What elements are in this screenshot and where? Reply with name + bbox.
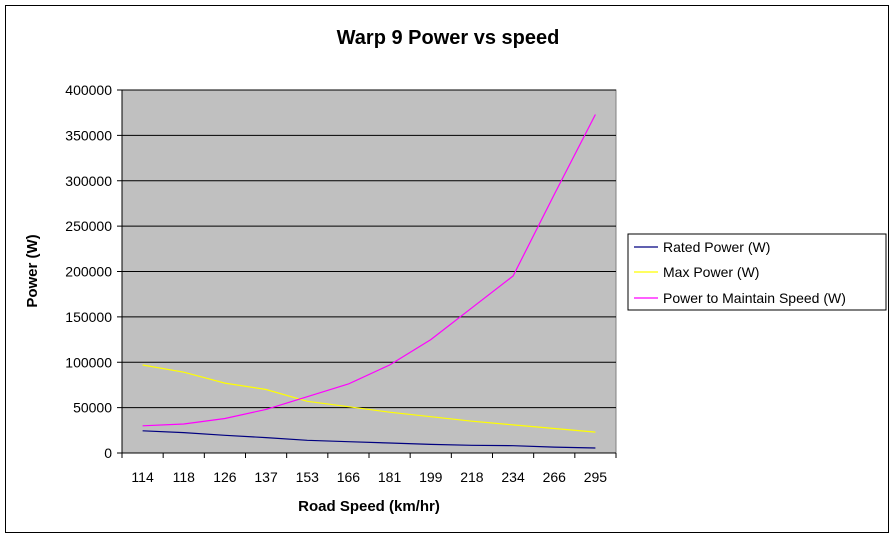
legend-label: Max Power (W)	[663, 264, 759, 280]
chart-title: Warp 9 Power vs speed	[337, 27, 560, 49]
legend-label: Power to Maintain Speed (W)	[663, 290, 846, 306]
x-tick-label: 181	[378, 469, 402, 485]
x-tick-label: 234	[501, 469, 525, 485]
y-axis: 0 50000 100000 150000 200000 250000 300000 3500…	[65, 82, 123, 461]
x-tick-label: 295	[584, 469, 608, 485]
y-tick-label: 300000	[65, 173, 112, 189]
legend: Rated Power (W) Max Power (W) Power to Mai…	[627, 233, 887, 311]
x-axis-label: Road Speed (km/hr)	[298, 498, 440, 515]
x-tick-label: 218	[460, 469, 484, 485]
y-tick-label: 350000	[65, 127, 112, 143]
y-tick-label: 50000	[73, 400, 112, 416]
y-tick-label: 250000	[65, 218, 112, 234]
x-tick-label: 153	[296, 469, 320, 485]
y-tick-label: 0	[104, 445, 112, 461]
x-tick-label: 114	[131, 469, 154, 485]
y-tick-label: 150000	[65, 309, 112, 325]
legend-box	[627, 233, 887, 311]
x-tick-label: 137	[254, 469, 278, 485]
gridlines	[122, 89, 616, 409]
series-line	[142, 430, 596, 449]
x-tick-label: 166	[337, 469, 361, 485]
legend-label: Rated Power (W)	[663, 239, 770, 255]
x-axis: 114 118 126 137 153 166 181 199 218 234 266 295	[121, 452, 617, 485]
x-tick-label: 126	[213, 469, 237, 485]
series-line	[142, 114, 596, 427]
x-tick-label: 118	[173, 469, 196, 485]
x-tick-label: 266	[543, 469, 567, 485]
series-line	[142, 364, 596, 433]
y-tick-label: 400000	[65, 82, 112, 98]
y-axis-label: Power (W)	[24, 234, 41, 307]
x-tick-label: 199	[419, 469, 443, 485]
series-lines	[142, 114, 596, 449]
y-tick-label: 200000	[65, 264, 112, 280]
y-tick-label: 100000	[65, 354, 112, 370]
